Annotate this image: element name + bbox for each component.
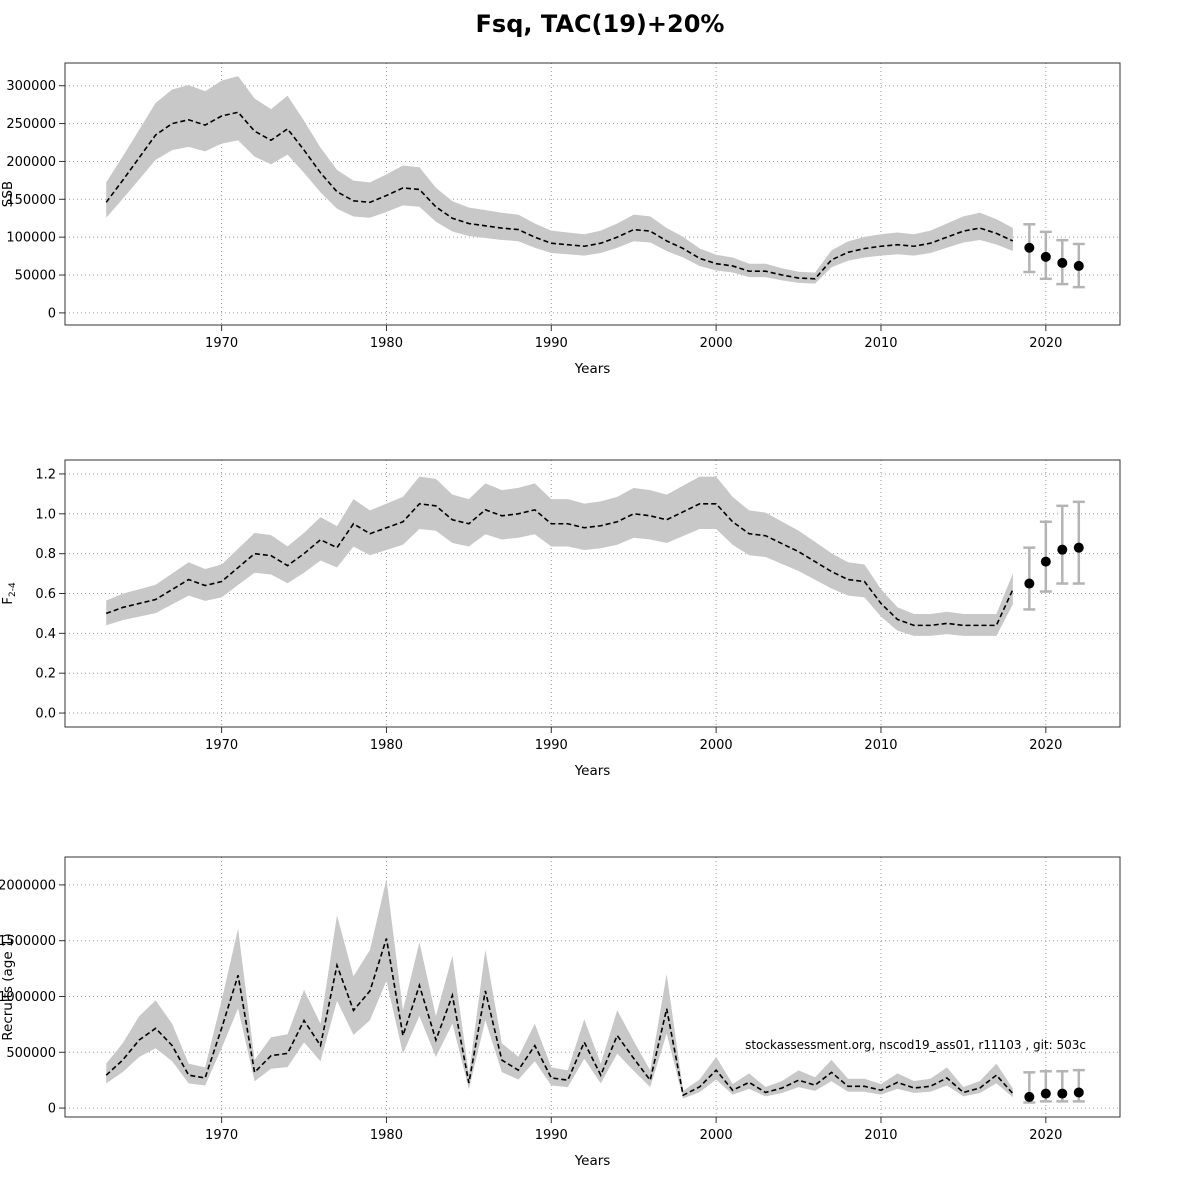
forecast-point <box>1024 1091 1035 1102</box>
x-axis-label: Years <box>574 763 611 779</box>
y-tick-label: 100000 <box>6 231 56 246</box>
y-tick-label: 500000 <box>6 1046 56 1061</box>
footnote-text: stockassessment.org, nscod19_ass01, r111… <box>745 1038 1086 1052</box>
y-tick-label: 0.8 <box>35 547 56 562</box>
forecast-point <box>1024 578 1035 589</box>
x-tick-label: 1990 <box>535 738 568 753</box>
x-tick-label: 2000 <box>700 738 733 753</box>
y-tick-label: 0.2 <box>35 667 56 682</box>
y-tick-label: 150000 <box>6 193 56 208</box>
y-axis-label: Recruits (age 1) <box>0 933 16 1041</box>
x-axis-label: Years <box>574 361 611 377</box>
f-chart: 1970 1980 1990 2000 2010 2020 0.0 0.2 0.4 0.6 0.8 1… <box>0 459 1121 779</box>
x-tick-label: 2000 <box>700 1128 733 1143</box>
x-tick-label: 1980 <box>370 336 403 351</box>
estimate-line <box>105 502 1014 627</box>
plot-box <box>64 62 1121 326</box>
x-tick-label: 1980 <box>370 1128 403 1143</box>
y-tick-label: 0.4 <box>35 627 56 642</box>
x-tick-label: 1970 <box>205 738 238 753</box>
estimate-line <box>105 111 1014 280</box>
confidence-band <box>106 476 1013 636</box>
estimate-line <box>105 938 1014 1097</box>
figure-title: Fsq, TAC(19)+20% <box>475 10 725 38</box>
x-tick-label: 1990 <box>535 336 568 351</box>
y-tick-label: 0 <box>48 1102 56 1117</box>
y-tick-label: 2000000 <box>0 878 56 893</box>
x-tick-label: 2020 <box>1029 1128 1062 1143</box>
x-tick-label: 2020 <box>1029 738 1062 753</box>
forecast-point <box>1073 1087 1084 1098</box>
forecast-point <box>1057 257 1068 268</box>
forecast-point <box>1024 242 1035 253</box>
y-tick-label: 1.0 <box>35 507 56 522</box>
plot-box <box>64 856 1121 1118</box>
y-tick-label: 250000 <box>6 117 56 132</box>
x-tick-label: 2000 <box>700 336 733 351</box>
y-tick-label: 50000 <box>15 269 56 284</box>
forecast-point <box>1040 251 1051 262</box>
y-tick-label: 300000 <box>6 79 56 94</box>
x-tick-label: 2010 <box>864 1128 897 1143</box>
confidence-band <box>106 76 1013 284</box>
forecast-point <box>1057 1088 1068 1099</box>
x-tick-label: 1980 <box>370 738 403 753</box>
confidence-band <box>106 879 1013 1099</box>
x-tick-label: 1970 <box>205 336 238 351</box>
ssb-chart: 1970 1980 1990 2000 2010 2020 0 50000 100000 1500… <box>0 62 1121 377</box>
y-tick-label: 1500000 <box>0 934 56 949</box>
y-tick-label: 0.6 <box>35 587 56 602</box>
y-axis-label: SSB <box>0 181 16 207</box>
recruits-chart: 1970 1980 1990 2000 2010 2020 0 500000 1000000 15… <box>0 856 1121 1169</box>
forecast-point <box>1073 542 1084 553</box>
x-tick-label: 2020 <box>1029 336 1062 351</box>
y-tick-label: 0.0 <box>35 707 56 722</box>
forecast-point <box>1040 556 1051 567</box>
y-tick-label: 1.2 <box>35 467 56 482</box>
x-tick-label: 2010 <box>864 738 897 753</box>
x-tick-label: 2010 <box>864 336 897 351</box>
forecast-point <box>1073 260 1084 271</box>
x-tick-label: 1970 <box>205 1128 238 1143</box>
y-axis-label: F2-4 <box>0 582 18 605</box>
y-tick-label: 0 <box>48 306 56 321</box>
x-axis-label: Years <box>574 1153 611 1169</box>
forecast-point <box>1057 544 1068 555</box>
y-tick-label: 1000000 <box>0 990 56 1005</box>
y-tick-label: 200000 <box>6 155 56 170</box>
forecast-point <box>1040 1088 1051 1099</box>
x-tick-label: 1990 <box>535 1128 568 1143</box>
